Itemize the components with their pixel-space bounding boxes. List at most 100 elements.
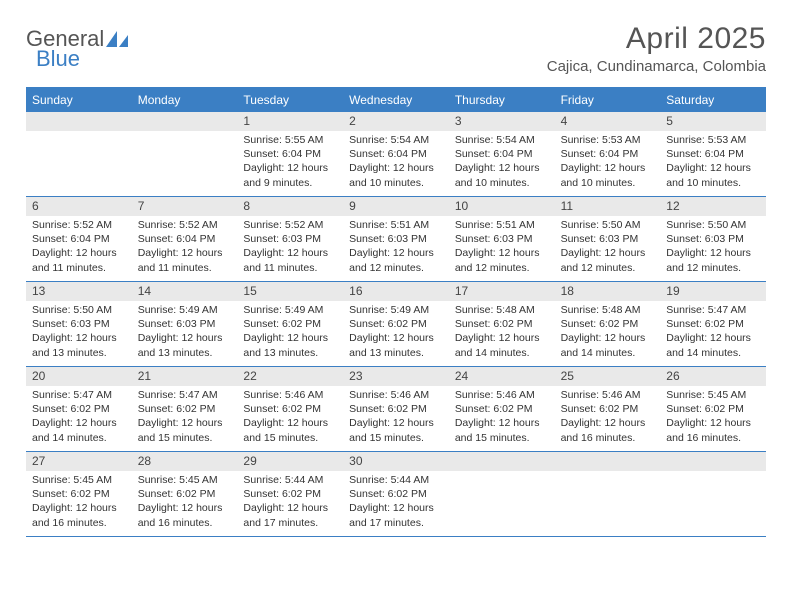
- sunrise-line: Sunrise: 5:44 AM: [349, 473, 443, 487]
- day-details: Sunrise: 5:44 AMSunset: 6:02 PMDaylight:…: [343, 471, 449, 534]
- empty-cell: [660, 452, 766, 536]
- day-number: [26, 112, 132, 131]
- day-cell: 28Sunrise: 5:45 AMSunset: 6:02 PMDayligh…: [132, 452, 238, 536]
- dow-header: Friday: [555, 89, 661, 112]
- day-number: 23: [343, 367, 449, 386]
- day-cell: 12Sunrise: 5:50 AMSunset: 6:03 PMDayligh…: [660, 197, 766, 281]
- empty-cell: [132, 112, 238, 196]
- sunset-line: Sunset: 6:02 PM: [666, 402, 760, 416]
- day-cell: 16Sunrise: 5:49 AMSunset: 6:02 PMDayligh…: [343, 282, 449, 366]
- sunrise-line: Sunrise: 5:48 AM: [455, 303, 549, 317]
- day-details: Sunrise: 5:45 AMSunset: 6:02 PMDaylight:…: [132, 471, 238, 534]
- day-number: 27: [26, 452, 132, 471]
- day-details: Sunrise: 5:49 AMSunset: 6:03 PMDaylight:…: [132, 301, 238, 364]
- sunset-line: Sunset: 6:02 PM: [666, 317, 760, 331]
- weeks-container: 1Sunrise: 5:55 AMSunset: 6:04 PMDaylight…: [26, 112, 766, 537]
- sunset-line: Sunset: 6:04 PM: [666, 147, 760, 161]
- header: General April 2025 Cajica, Cundinamarca,…: [26, 22, 766, 75]
- daylight-line: Daylight: 12 hours and 14 minutes.: [666, 331, 760, 359]
- day-details: Sunrise: 5:46 AMSunset: 6:02 PMDaylight:…: [343, 386, 449, 449]
- day-cell: 26Sunrise: 5:45 AMSunset: 6:02 PMDayligh…: [660, 367, 766, 451]
- day-number: [449, 452, 555, 471]
- day-cell: 29Sunrise: 5:44 AMSunset: 6:02 PMDayligh…: [237, 452, 343, 536]
- daylight-line: Daylight: 12 hours and 16 minutes.: [32, 501, 126, 529]
- sunrise-line: Sunrise: 5:51 AM: [349, 218, 443, 232]
- sunset-line: Sunset: 6:03 PM: [561, 232, 655, 246]
- day-cell: 6Sunrise: 5:52 AMSunset: 6:04 PMDaylight…: [26, 197, 132, 281]
- day-number: [660, 452, 766, 471]
- daylight-line: Daylight: 12 hours and 10 minutes.: [561, 161, 655, 189]
- day-details: [449, 471, 555, 525]
- dow-header-row: SundayMondayTuesdayWednesdayThursdayFrid…: [26, 89, 766, 112]
- week-row: 27Sunrise: 5:45 AMSunset: 6:02 PMDayligh…: [26, 452, 766, 537]
- daylight-line: Daylight: 12 hours and 16 minutes.: [561, 416, 655, 444]
- sunset-line: Sunset: 6:02 PM: [243, 317, 337, 331]
- day-details: Sunrise: 5:54 AMSunset: 6:04 PMDaylight:…: [449, 131, 555, 194]
- empty-cell: [26, 112, 132, 196]
- sunset-line: Sunset: 6:02 PM: [561, 317, 655, 331]
- day-cell: 4Sunrise: 5:53 AMSunset: 6:04 PMDaylight…: [555, 112, 661, 196]
- day-details: Sunrise: 5:48 AMSunset: 6:02 PMDaylight:…: [449, 301, 555, 364]
- day-details: Sunrise: 5:45 AMSunset: 6:02 PMDaylight:…: [660, 386, 766, 449]
- day-details: Sunrise: 5:49 AMSunset: 6:02 PMDaylight:…: [343, 301, 449, 364]
- sunset-line: Sunset: 6:02 PM: [349, 317, 443, 331]
- daylight-line: Daylight: 12 hours and 14 minutes.: [455, 331, 549, 359]
- day-number: 26: [660, 367, 766, 386]
- day-cell: 30Sunrise: 5:44 AMSunset: 6:02 PMDayligh…: [343, 452, 449, 536]
- day-number: 12: [660, 197, 766, 216]
- daylight-line: Daylight: 12 hours and 11 minutes.: [32, 246, 126, 274]
- page-title: April 2025: [547, 22, 766, 56]
- sunset-line: Sunset: 6:04 PM: [455, 147, 549, 161]
- day-number: 8: [237, 197, 343, 216]
- daylight-line: Daylight: 12 hours and 14 minutes.: [561, 331, 655, 359]
- sunrise-line: Sunrise: 5:45 AM: [666, 388, 760, 402]
- day-details: Sunrise: 5:52 AMSunset: 6:04 PMDaylight:…: [132, 216, 238, 279]
- day-number: 7: [132, 197, 238, 216]
- sunset-line: Sunset: 6:02 PM: [349, 402, 443, 416]
- daylight-line: Daylight: 12 hours and 17 minutes.: [243, 501, 337, 529]
- day-cell: 19Sunrise: 5:47 AMSunset: 6:02 PMDayligh…: [660, 282, 766, 366]
- day-details: Sunrise: 5:47 AMSunset: 6:02 PMDaylight:…: [660, 301, 766, 364]
- empty-cell: [555, 452, 661, 536]
- sunset-line: Sunset: 6:04 PM: [243, 147, 337, 161]
- day-details: Sunrise: 5:50 AMSunset: 6:03 PMDaylight:…: [555, 216, 661, 279]
- sunrise-line: Sunrise: 5:49 AM: [349, 303, 443, 317]
- sunrise-line: Sunrise: 5:53 AM: [561, 133, 655, 147]
- sunrise-line: Sunrise: 5:44 AM: [243, 473, 337, 487]
- brand-sail-icon: [106, 29, 130, 49]
- day-number: 3: [449, 112, 555, 131]
- dow-header: Saturday: [660, 89, 766, 112]
- sunrise-line: Sunrise: 5:49 AM: [138, 303, 232, 317]
- daylight-line: Daylight: 12 hours and 15 minutes.: [349, 416, 443, 444]
- day-number: 4: [555, 112, 661, 131]
- daylight-line: Daylight: 12 hours and 13 minutes.: [243, 331, 337, 359]
- sunrise-line: Sunrise: 5:47 AM: [666, 303, 760, 317]
- daylight-line: Daylight: 12 hours and 15 minutes.: [138, 416, 232, 444]
- brand-part2: Blue: [36, 46, 80, 72]
- day-number: 18: [555, 282, 661, 301]
- day-details: Sunrise: 5:49 AMSunset: 6:02 PMDaylight:…: [237, 301, 343, 364]
- sunrise-line: Sunrise: 5:51 AM: [455, 218, 549, 232]
- sunset-line: Sunset: 6:03 PM: [138, 317, 232, 331]
- sunrise-line: Sunrise: 5:54 AM: [455, 133, 549, 147]
- calendar-grid: SundayMondayTuesdayWednesdayThursdayFrid…: [26, 87, 766, 537]
- day-details: Sunrise: 5:47 AMSunset: 6:02 PMDaylight:…: [26, 386, 132, 449]
- day-cell: 5Sunrise: 5:53 AMSunset: 6:04 PMDaylight…: [660, 112, 766, 196]
- day-details: Sunrise: 5:55 AMSunset: 6:04 PMDaylight:…: [237, 131, 343, 194]
- daylight-line: Daylight: 12 hours and 13 minutes.: [138, 331, 232, 359]
- day-details: Sunrise: 5:44 AMSunset: 6:02 PMDaylight:…: [237, 471, 343, 534]
- day-details: Sunrise: 5:46 AMSunset: 6:02 PMDaylight:…: [555, 386, 661, 449]
- day-details: Sunrise: 5:51 AMSunset: 6:03 PMDaylight:…: [343, 216, 449, 279]
- sunrise-line: Sunrise: 5:49 AM: [243, 303, 337, 317]
- sunset-line: Sunset: 6:02 PM: [349, 487, 443, 501]
- day-cell: 10Sunrise: 5:51 AMSunset: 6:03 PMDayligh…: [449, 197, 555, 281]
- day-cell: 22Sunrise: 5:46 AMSunset: 6:02 PMDayligh…: [237, 367, 343, 451]
- sunset-line: Sunset: 6:04 PM: [349, 147, 443, 161]
- week-row: 13Sunrise: 5:50 AMSunset: 6:03 PMDayligh…: [26, 282, 766, 367]
- day-cell: 14Sunrise: 5:49 AMSunset: 6:03 PMDayligh…: [132, 282, 238, 366]
- day-number: 29: [237, 452, 343, 471]
- sunset-line: Sunset: 6:02 PM: [243, 487, 337, 501]
- day-number: 19: [660, 282, 766, 301]
- day-cell: 25Sunrise: 5:46 AMSunset: 6:02 PMDayligh…: [555, 367, 661, 451]
- day-cell: 11Sunrise: 5:50 AMSunset: 6:03 PMDayligh…: [555, 197, 661, 281]
